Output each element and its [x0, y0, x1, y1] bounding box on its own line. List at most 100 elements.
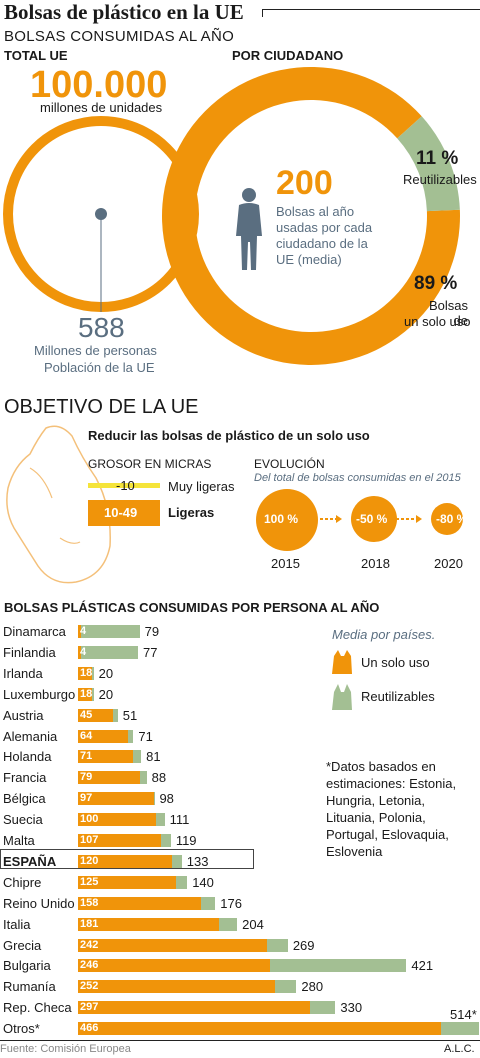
- bar-category-label: Rep. Checa: [3, 1000, 72, 1016]
- evolution-year-2020: 2020: [434, 556, 463, 571]
- reusable-bag-icon: [332, 684, 352, 710]
- bar-reusable: [153, 792, 155, 806]
- bar-total-label: 269: [292, 937, 315, 953]
- bar-single-use: [78, 813, 156, 827]
- evolution-circle-2015: [256, 489, 318, 551]
- bar-single-use-label: 158: [80, 896, 99, 909]
- per-citizen-description: Bolsas al año usadas por cada ciudadano …: [276, 204, 373, 267]
- evolution-title: EVOLUCIÓN: [254, 457, 325, 471]
- bar-total-label: 330: [340, 1000, 363, 1016]
- bar-reusable: [219, 917, 238, 931]
- bar-single-use-label: 246: [80, 959, 99, 972]
- bar-total-label: 20: [98, 665, 114, 681]
- chart-title: BOLSAS PLÁSTICAS CONSUMIDAS POR PERSONA …: [4, 600, 380, 615]
- bar-category-label: Malta: [3, 833, 35, 848]
- evolution-pct-2018: -50 %: [356, 512, 388, 526]
- bar-category-label: Reino Unido: [3, 895, 75, 911]
- evolution-circle-2018: [351, 496, 397, 542]
- evolution-year-2018: 2018: [361, 556, 390, 571]
- bar-total-label: 51: [122, 707, 138, 723]
- legend-single-use: Un solo uso: [361, 655, 430, 670]
- bar-reusable: [274, 980, 297, 994]
- per-citizen-header: POR CIUDADANO: [232, 48, 344, 63]
- bar-single-use: [78, 645, 82, 659]
- light-bar: [88, 500, 160, 526]
- total-ue-value: 100.000: [30, 64, 168, 106]
- author: A.L.C.: [444, 1043, 475, 1055]
- bar-single-use-label: 181: [80, 917, 99, 930]
- bar-total-label: 81: [146, 749, 161, 765]
- bar-single-use: [78, 1022, 442, 1036]
- bar-single-use: [78, 792, 154, 806]
- bar-total-label: 514*: [450, 1007, 477, 1023]
- legend-reusable: Reutilizables: [361, 689, 435, 704]
- bar-category-label: Grecia: [3, 937, 42, 953]
- bar-total-label: 140: [192, 874, 214, 890]
- evolution-graphic: [256, 489, 463, 551]
- evolution-pct-2020: -80 %: [436, 512, 468, 526]
- bar-reusable: [201, 896, 216, 910]
- bar-reusable: [309, 1001, 336, 1015]
- bar-total-label: 88: [151, 770, 167, 786]
- bar-single-use-label: 4: [80, 645, 87, 658]
- source: Fuente: Comisión Europea: [0, 1043, 131, 1055]
- light-label: Ligeras: [168, 505, 215, 520]
- very-light-label: Muy ligeras: [168, 479, 235, 494]
- bar-category-label: Italia: [3, 916, 31, 932]
- bar-reusable: [161, 834, 171, 847]
- single-use-percent: 89 %: [414, 273, 458, 294]
- population-label-1: Millones de personas: [34, 343, 157, 358]
- bar-single-use-label: 71: [80, 750, 93, 763]
- bar-single-use: [78, 666, 93, 680]
- bar-single-use-label: 18: [80, 666, 93, 679]
- very-light-range: -10: [116, 478, 135, 493]
- evolution-subtitle: Del total de bolsas consumidas en el 201…: [254, 472, 461, 484]
- bar-total-label: 119: [175, 833, 197, 848]
- bar-category-label: Suecia: [3, 812, 43, 828]
- bar-total-label: 421: [411, 958, 434, 974]
- bar-single-use-label: 297: [80, 1001, 99, 1014]
- bar-category-label: Dinamarca: [3, 624, 66, 639]
- legend-title: Media por países.: [332, 627, 436, 642]
- bar-single-use: [78, 687, 93, 701]
- spain-highlight-box: [0, 849, 254, 869]
- bar-single-use-label: 242: [80, 938, 99, 951]
- light-range: 10-49: [104, 505, 138, 520]
- bar-single-use: [78, 959, 270, 973]
- bar-total-label: 79: [144, 624, 160, 639]
- bar-single-use-label: 4: [80, 625, 87, 637]
- person-icon: [236, 188, 262, 270]
- bar-reusable: [441, 1022, 479, 1036]
- bar-category-label: Luxemburgo: [3, 686, 76, 702]
- bar-single-use: [78, 771, 140, 785]
- bar-reusable: [113, 708, 118, 722]
- bar-category-label: Francia: [3, 770, 47, 786]
- total-ue-header: TOTAL UE: [4, 48, 68, 63]
- hand-bag-illustration: [6, 425, 111, 584]
- bar-single-use-label: 97: [80, 792, 93, 805]
- bar-total-label: 280: [301, 979, 324, 995]
- bar-reusable: [92, 687, 94, 701]
- bar-category-label: Holanda: [3, 749, 52, 765]
- bar-single-use: [78, 729, 128, 743]
- bar-single-use: [78, 708, 114, 722]
- bar-category-label: Alemania: [3, 728, 58, 744]
- bar-category-label: Finlandia: [3, 644, 56, 660]
- reduce-title: Reducir las bolsas de plástico de un sol…: [88, 428, 370, 443]
- bar-single-use: [78, 917, 220, 931]
- per-citizen-donut: [161, 66, 460, 366]
- bar-reusable: [127, 729, 134, 743]
- bar-reusable: [266, 938, 288, 952]
- bar-reusable: [92, 666, 94, 680]
- notes: *Datos basados en estimaciones: Estonia,…: [326, 759, 457, 859]
- bar-total-label: 176: [220, 895, 242, 911]
- bar-single-use-label: 107: [80, 834, 99, 846]
- bar-reusable: [175, 875, 188, 889]
- evolution-circle-2020: [431, 503, 463, 535]
- bar-reusable: [81, 625, 140, 638]
- bar-single-use: [78, 625, 82, 638]
- bottom-rule: [0, 1040, 480, 1041]
- bar-total-label: 204: [242, 916, 264, 932]
- bar-single-use-label: 466: [80, 1022, 99, 1035]
- bar-single-use: [78, 1001, 310, 1015]
